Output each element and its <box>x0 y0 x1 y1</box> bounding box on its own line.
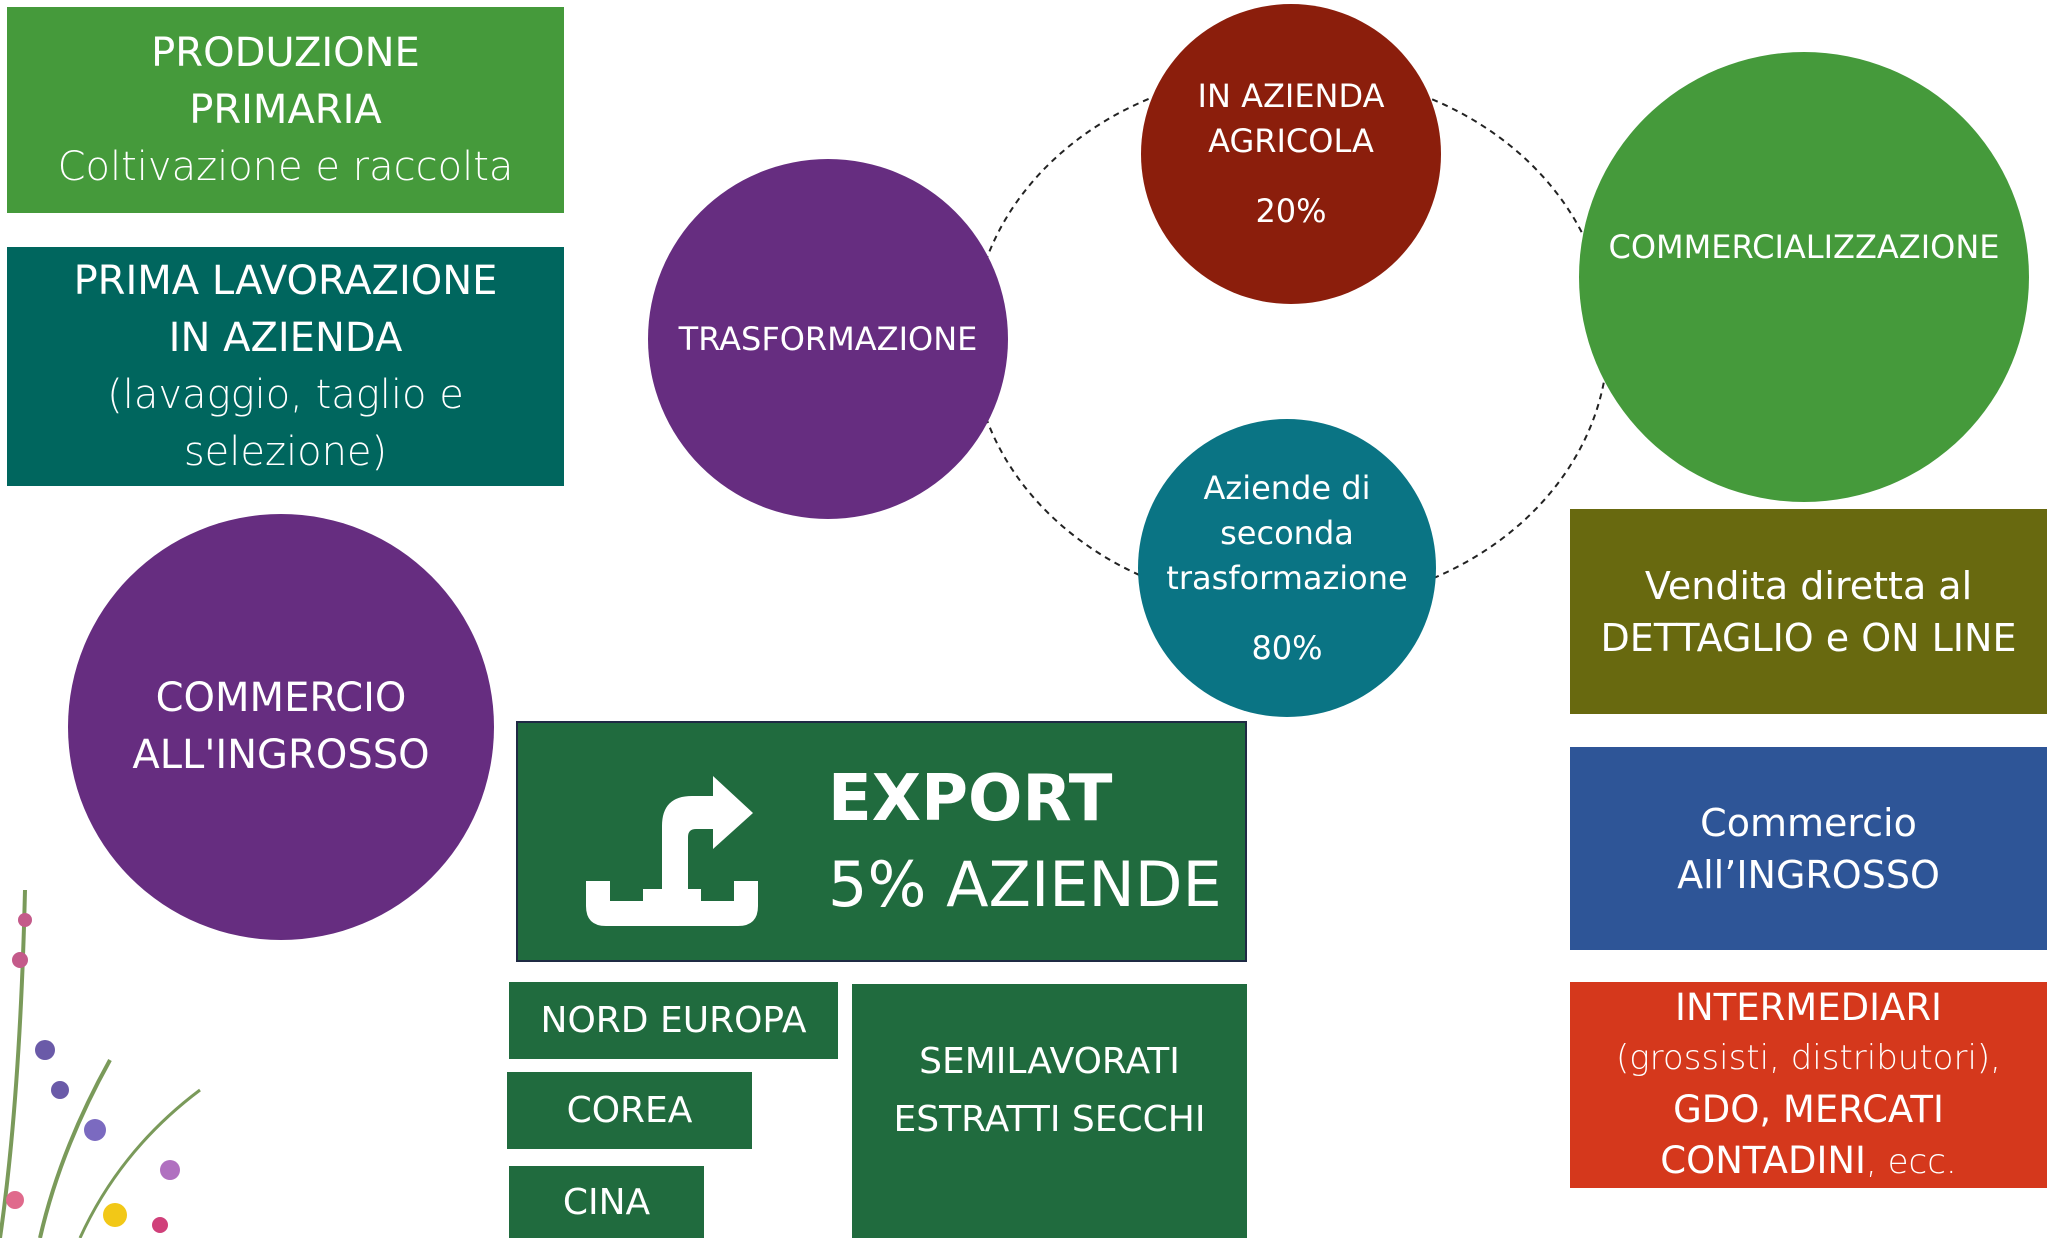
box-label: Vendita diretta al <box>1645 560 1972 612</box>
export-box: EXPORT 5% AZIENDE <box>516 721 1247 962</box>
box-title: INTERMEDIARI <box>1675 982 1942 1033</box>
circle-label: COMMERCIO <box>156 670 407 727</box>
product-label: ESTRATTI SECCHI <box>894 1091 1206 1149</box>
box-title: CONTADINI <box>1660 1139 1866 1182</box>
produzione-box: PRODUZIONE PRIMARIA Coltivazione e racco… <box>7 7 564 213</box>
box-label: All’INGROSSO <box>1677 849 1940 901</box>
export-title: EXPORT <box>828 756 1112 842</box>
circle-label: TRASFORMAZIONE <box>679 317 978 362</box>
azienda-agricola-circle: IN AZIENDA AGRICOLA 20% <box>1141 4 1441 304</box>
circle-label: trasformazione <box>1166 556 1407 601</box>
box-title: PRIMA LAVORAZIONE <box>74 253 498 310</box>
export-subtitle: 5% AZIENDE <box>828 842 1222 928</box>
box-title: PRIMARIA <box>189 82 382 139</box>
box-subtitle: (lavaggio, taglio e <box>107 367 464 424</box>
trasformazione-circle: TRASFORMAZIONE <box>648 159 1008 519</box>
commercio-ingrosso-box: Commercio All’INGROSSO <box>1570 747 2047 950</box>
destination-box: NORD EUROPA <box>509 982 838 1059</box>
circle-label: AGRICOLA <box>1208 119 1374 164</box>
destination-label: COREA <box>567 1090 693 1131</box>
circle-label: ALL'INGROSSO <box>132 727 429 784</box>
destination-label: NORD EUROPA <box>541 1000 807 1041</box>
circle-label: seconda <box>1220 511 1354 556</box>
box-title: GDO, MERCATI <box>1673 1084 1944 1135</box>
page: PRODUZIONE PRIMARIA Coltivazione e racco… <box>0 0 2047 1238</box>
box-label: DETTAGLIO e ON LINE <box>1601 612 2017 664</box>
commercializzazione-circle: COMMERCIALIZZAZIONE <box>1579 52 2029 502</box>
export-icon <box>568 741 778 941</box>
destination-box: CINA <box>509 1166 704 1238</box>
destination-label: CINA <box>563 1182 650 1223</box>
box-detail: , ecc. <box>1866 1142 1957 1182</box>
commercio-ingrosso-circle: COMMERCIO ALL'INGROSSO <box>68 514 494 940</box>
vendita-diretta-box: Vendita diretta al DETTAGLIO e ON LINE <box>1570 509 2047 714</box>
destination-box: COREA <box>507 1072 752 1149</box>
box-subtitle: Coltivazione e raccolta <box>58 139 514 196</box>
box-subtitle: selezione) <box>184 424 387 481</box>
seconda-trasformazione-circle: Aziende di seconda trasformazione 80% <box>1138 419 1436 717</box>
box-detail: (grossisti, distributori), <box>1616 1033 2001 1084</box>
prima-lavorazione-box: PRIMA LAVORAZIONE IN AZIENDA (lavaggio, … <box>7 247 564 486</box>
product-label: SEMILAVORATI <box>919 1033 1180 1091</box>
circle-share: 20% <box>1255 189 1326 234</box>
products-box: SEMILAVORATI ESTRATTI SECCHI <box>852 984 1247 1238</box>
circle-label: Aziende di <box>1204 466 1371 511</box>
circle-label: IN AZIENDA <box>1198 74 1385 119</box>
flower-decoration <box>0 890 200 1238</box>
circle-share: 80% <box>1251 626 1322 671</box>
circle-label: COMMERCIALIZZAZIONE <box>1609 225 2000 270</box>
box-title: IN AZIENDA <box>169 310 403 367</box>
intermediari-box: INTERMEDIARI (grossisti, distributori), … <box>1570 982 2047 1188</box>
box-title: PRODUZIONE <box>151 25 420 82</box>
box-label: Commercio <box>1700 797 1917 849</box>
